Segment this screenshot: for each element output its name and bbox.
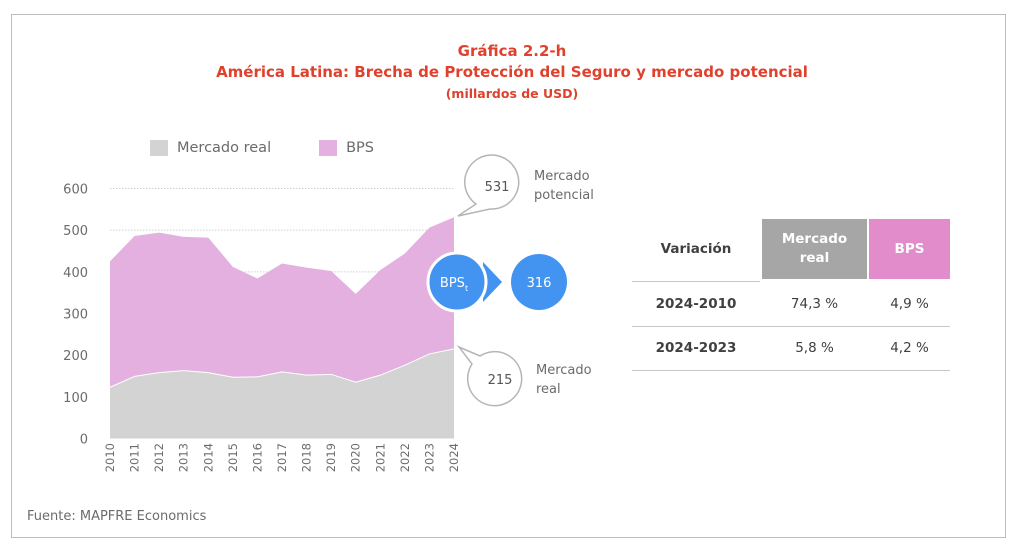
table-divider <box>632 326 950 327</box>
x-tick-label: 2022 <box>398 443 412 472</box>
y-tick-label: 300 <box>63 308 88 323</box>
table-cell-period: 2024-2023 <box>655 340 737 356</box>
bps-badge-text: BPS <box>440 276 465 291</box>
y-tick-label: 600 <box>63 183 88 198</box>
callout-label-real-line1: Mercado <box>536 363 592 378</box>
table-divider <box>632 370 950 371</box>
series-boundary-line <box>109 348 455 388</box>
y-tick-label: 400 <box>63 266 88 281</box>
x-tick-label: 2010 <box>103 443 117 472</box>
x-tick-label: 2012 <box>152 443 166 472</box>
callout-value-real: 215 <box>488 373 513 388</box>
chart-units: (millardos de USD) <box>445 86 579 101</box>
bps-badge: BPSt 316 <box>426 251 567 313</box>
table-header-mercado-real: Mercado real <box>762 219 867 279</box>
x-tick-label: 2019 <box>324 443 338 472</box>
x-axis-ticks: 2010 2011 2012 2013 2014 2015 2016 2017 2018 2019… <box>103 443 461 472</box>
legend-swatch-bps <box>319 140 338 156</box>
area-mercado-real <box>110 348 454 439</box>
callout-label-potential: Mercado potencial <box>534 167 594 205</box>
callout-label-real-line2: real <box>536 382 561 397</box>
table-row: 2024-2023 5,8 % 4,2 % <box>632 326 950 370</box>
table-cell-mercado-real: 74,3 % <box>790 296 839 312</box>
y-axis-ticks: 0 100 200 300 400 500 600 <box>63 183 88 448</box>
x-tick-label: 2018 <box>300 443 314 472</box>
y-tick-label: 100 <box>63 391 88 406</box>
legend-label-mercado-real: Mercado real <box>177 140 272 156</box>
table-header-mercado-line2: real <box>799 250 830 266</box>
bps-circle <box>426 251 488 313</box>
callout-value-potential: 531 <box>485 180 510 195</box>
x-tick-label: 2013 <box>177 443 191 472</box>
callout-bubble-potential <box>457 154 520 217</box>
callout-label-potential-line1: Mercado <box>534 169 590 184</box>
legend-item-bps: BPS <box>319 140 374 156</box>
callout-label-real: Mercado real <box>536 361 592 399</box>
y-tick-label: 500 <box>63 224 88 239</box>
table-cell-bps: 4,2 % <box>890 340 929 356</box>
figure-frame <box>11 14 1006 538</box>
callout-potential-market: 531 <box>457 154 520 217</box>
y-tick-label: 0 <box>80 433 88 448</box>
table-cell-mercado-real: 5,8 % <box>795 340 834 356</box>
area-bps <box>110 217 454 388</box>
callout-label-potential-line2: potencial <box>534 188 594 203</box>
table-cell-bps: 4,9 % <box>890 296 929 312</box>
x-tick-label: 2016 <box>250 443 264 472</box>
legend-item-mercado-real: Mercado real <box>150 140 271 156</box>
chart-title: América Latina: Brecha de Protección del… <box>216 63 808 81</box>
x-tick-label: 2020 <box>349 443 363 472</box>
legend-label-bps: BPS <box>346 140 375 156</box>
bps-value-circle <box>511 254 567 310</box>
x-tick-label: 2021 <box>373 443 387 472</box>
callout-real-market: 215 <box>456 345 523 407</box>
table-cell-period: 2024-2010 <box>655 296 737 312</box>
table-divider <box>632 281 760 282</box>
area-series <box>109 217 455 439</box>
legend-swatch-mercado-real <box>150 140 168 156</box>
source-note: Fuente: MAPFRE Economics <box>27 509 207 524</box>
table-header-bps: BPS <box>869 219 950 279</box>
bps-badge-label: BPSt <box>440 276 468 293</box>
x-tick-label: 2024 <box>447 443 461 472</box>
bps-badge-subscript: t <box>465 284 468 293</box>
x-tick-label: 2017 <box>275 443 289 472</box>
y-tick-label: 200 <box>63 349 88 364</box>
chart-legend: Mercado real BPS <box>150 140 422 156</box>
table-row: 2024-2010 74,3 % 4,9 % <box>632 282 950 326</box>
x-tick-label: 2023 <box>422 443 436 472</box>
table-header-mercado-line1: Mercado <box>781 231 848 247</box>
bps-value: 316 <box>527 276 552 291</box>
callout-bubble-real <box>456 345 523 407</box>
x-tick-label: 2014 <box>201 443 215 472</box>
x-tick-label: 2011 <box>128 443 142 472</box>
figure-number: Gráfica 2.2-h <box>457 42 567 60</box>
table-header-variation: Variación <box>660 240 732 257</box>
x-tick-label: 2015 <box>226 443 240 472</box>
